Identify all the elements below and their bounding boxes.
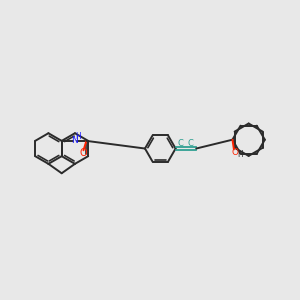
Text: H: H: [75, 132, 81, 141]
Text: C: C: [178, 139, 184, 148]
Text: H: H: [237, 150, 243, 159]
Text: O: O: [232, 148, 238, 157]
Text: C: C: [188, 139, 194, 148]
Text: N: N: [71, 136, 77, 145]
Text: O: O: [79, 148, 87, 158]
